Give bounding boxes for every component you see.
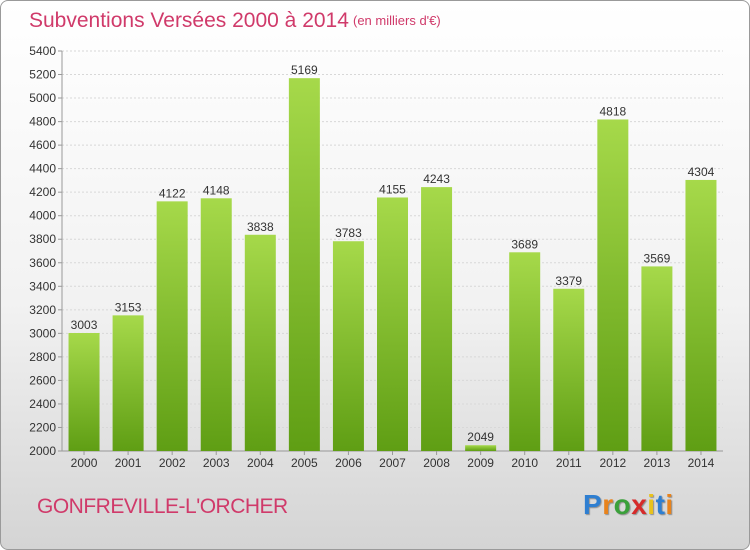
x-tick-label: 2011 <box>556 456 582 470</box>
y-tick-label: 5400 <box>29 44 56 58</box>
value-label-2000: 3003 <box>71 318 98 332</box>
y-tick-label: 4600 <box>29 138 56 152</box>
y-tick-label: 3800 <box>29 232 56 246</box>
bar-2007 <box>377 197 408 451</box>
bar-2003 <box>200 198 232 451</box>
value-label-2009: 2049 <box>467 430 494 444</box>
y-tick-label: 4000 <box>29 209 56 223</box>
x-tick-label: 2012 <box>599 456 626 470</box>
value-label-2003: 4148 <box>203 183 230 197</box>
value-label-2007: 4155 <box>379 182 406 196</box>
x-tick-label: 2014 <box>688 456 715 470</box>
bar-2004 <box>244 234 276 451</box>
value-label-2012: 4818 <box>599 104 626 118</box>
x-tick-label: 2006 <box>335 456 362 470</box>
x-tick-label: 2004 <box>247 456 274 470</box>
bar-2002 <box>156 201 188 451</box>
value-label-2010: 3689 <box>511 237 538 251</box>
bars <box>68 78 717 452</box>
bar-2006 <box>332 241 364 451</box>
value-label-2013: 3569 <box>644 251 671 265</box>
proxiti-logo: Proxiti <box>583 489 674 521</box>
y-tick-label: 2600 <box>29 373 56 387</box>
value-label-2005: 5169 <box>291 63 318 77</box>
bar-2001 <box>112 315 144 451</box>
x-tick-label: 2007 <box>379 456 406 470</box>
y-tick-label: 5000 <box>29 91 56 105</box>
y-tick-label: 2000 <box>29 444 56 458</box>
x-tick-label: 2009 <box>467 456 494 470</box>
value-label-2006: 3783 <box>335 226 362 240</box>
value-label-2011: 3379 <box>555 274 582 288</box>
bar-2010 <box>509 252 541 451</box>
logo-letter: r <box>602 489 614 520</box>
y-tick-label: 4200 <box>29 185 56 199</box>
y-tick-label: 4400 <box>29 162 56 176</box>
logo-letter: o <box>613 489 632 520</box>
value-label-2004: 3838 <box>247 220 274 234</box>
bar-2014 <box>685 179 717 452</box>
y-tick-label: 3600 <box>29 256 56 270</box>
x-tick-label: 2002 <box>159 456 186 470</box>
logo-letter: x <box>631 489 648 520</box>
y-tick-label: 4800 <box>29 115 56 129</box>
chart-unit-note: (en milliers d'€) <box>353 13 441 28</box>
x-tick-label: 2013 <box>644 456 671 470</box>
bar-2008 <box>421 187 453 451</box>
y-tick-label: 2800 <box>29 350 56 364</box>
x-tick-label: 2000 <box>71 456 98 470</box>
bar-2013 <box>641 266 673 451</box>
y-tick-label: 3000 <box>29 326 56 340</box>
value-label-2014: 4304 <box>688 165 715 179</box>
x-tick-label: 2005 <box>291 456 318 470</box>
y-tick-label: 3400 <box>29 279 56 293</box>
labels: 2000 2200 2400 2600 2800 3000 3200 3400 3600 3800… <box>29 44 714 470</box>
bar-2012 <box>597 119 629 452</box>
x-tick-label: 2008 <box>423 456 450 470</box>
value-label-2001: 3153 <box>115 300 142 314</box>
logo-letter: P <box>583 489 603 520</box>
value-label-2008: 4243 <box>423 172 450 186</box>
logo-letter: t <box>655 489 666 520</box>
y-tick-label: 2200 <box>29 420 56 434</box>
chart-title: Subventions Versées 2000 à 2014 <box>29 9 349 32</box>
city-name: GONFREVILLE-L'ORCHER <box>37 495 288 518</box>
value-label-2002: 4122 <box>159 186 186 200</box>
bar-2000 <box>68 333 100 451</box>
bar-2011 <box>553 288 585 451</box>
y-tick-label: 2400 <box>29 397 56 411</box>
x-tick-label: 2010 <box>511 456 538 470</box>
x-tick-label: 2001 <box>115 456 142 470</box>
y-tick-label: 3200 <box>29 303 56 317</box>
bar-2005 <box>288 78 320 452</box>
bar-2009 <box>465 445 497 451</box>
logo-letter: i <box>665 489 674 520</box>
logo-letter: i <box>647 489 656 520</box>
x-tick-label: 2003 <box>203 456 230 470</box>
y-tick-label: 5200 <box>29 68 56 82</box>
